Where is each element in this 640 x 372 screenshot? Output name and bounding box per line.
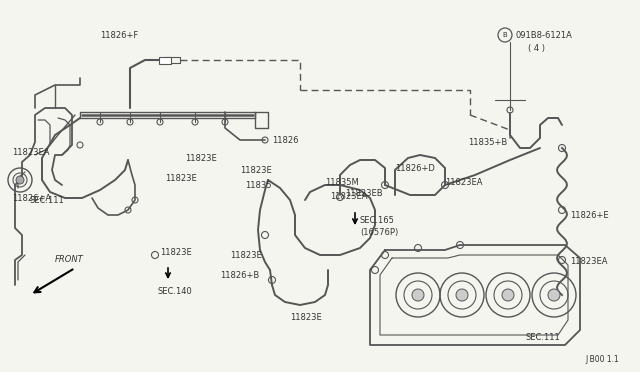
Text: 11823E: 11823E bbox=[160, 247, 192, 257]
Circle shape bbox=[16, 176, 24, 184]
Text: 11826+A: 11826+A bbox=[12, 193, 51, 202]
Text: 11823EA: 11823EA bbox=[12, 148, 49, 157]
Text: J B00 1.1: J B00 1.1 bbox=[585, 356, 619, 365]
Text: 11835+B: 11835+B bbox=[468, 138, 508, 147]
Text: 11826: 11826 bbox=[272, 135, 298, 144]
Circle shape bbox=[456, 289, 468, 301]
Text: (16576P): (16576P) bbox=[360, 228, 398, 237]
Text: 11835: 11835 bbox=[245, 180, 271, 189]
Text: 11823E: 11823E bbox=[185, 154, 217, 163]
Text: SEC.140: SEC.140 bbox=[158, 288, 193, 296]
Text: SEC.111: SEC.111 bbox=[525, 334, 560, 343]
Text: 11826+E: 11826+E bbox=[570, 211, 609, 219]
Text: 11823E: 11823E bbox=[290, 314, 322, 323]
Text: 11823EA: 11823EA bbox=[445, 177, 483, 186]
Text: 11823EA: 11823EA bbox=[330, 192, 367, 201]
Text: 11835M: 11835M bbox=[325, 177, 359, 186]
Text: 11823E: 11823E bbox=[165, 173, 196, 183]
Text: ( 4 ): ( 4 ) bbox=[528, 44, 545, 52]
Text: 091B8-6121A: 091B8-6121A bbox=[515, 31, 572, 39]
Text: 11823E: 11823E bbox=[230, 250, 262, 260]
Text: 11826+B: 11826+B bbox=[220, 270, 259, 279]
Text: 11826+F: 11826+F bbox=[100, 31, 138, 39]
Text: 11823EB: 11823EB bbox=[345, 189, 383, 198]
Text: 11823EA: 11823EA bbox=[570, 257, 607, 266]
Bar bbox=[159, 57, 171, 64]
Text: 11826+D: 11826+D bbox=[395, 164, 435, 173]
Text: SEC.111: SEC.111 bbox=[30, 196, 65, 205]
Text: SEC.165: SEC.165 bbox=[360, 215, 395, 224]
Circle shape bbox=[502, 289, 514, 301]
Text: 11823E: 11823E bbox=[240, 166, 272, 174]
Circle shape bbox=[548, 289, 560, 301]
Text: FRONT: FRONT bbox=[55, 256, 84, 264]
Text: B: B bbox=[502, 32, 508, 38]
Circle shape bbox=[412, 289, 424, 301]
